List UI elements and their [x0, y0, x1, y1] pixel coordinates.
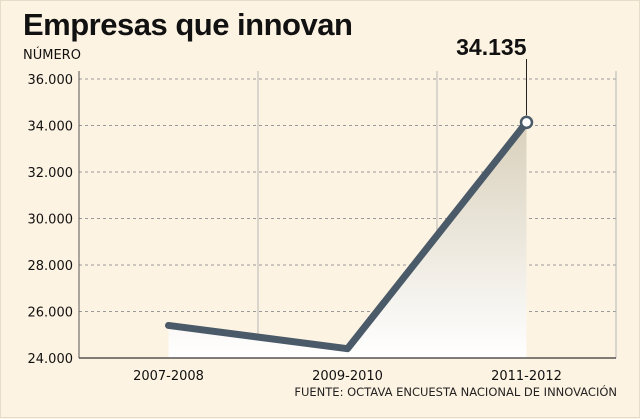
peak-value-label: 34.135 — [456, 34, 527, 60]
area-fill — [168, 122, 527, 358]
series-line — [165, 118, 530, 353]
source-note: FUENTE: OCTAVA ENCUESTA NACIONAL DE INNO… — [294, 385, 617, 399]
y-tick-label: 36.000 — [28, 73, 74, 88]
x-tick-label: 2009-2010 — [312, 369, 383, 384]
y-axis-label: NÚMERO — [23, 48, 81, 63]
y-tick-label: 28.000 — [28, 259, 74, 274]
peak-point-marker — [519, 115, 534, 130]
y-tick-label: 34.000 — [28, 120, 74, 135]
x-tick-label: 2011-2012 — [491, 369, 562, 384]
x-tick-label: 2007-2008 — [133, 369, 204, 384]
y-tick-label: 26.000 — [28, 306, 74, 321]
chart-title: Empresas que innovan — [23, 7, 353, 42]
y-tick-label: 24.000 — [28, 352, 74, 367]
y-tick-label: 32.000 — [28, 166, 74, 181]
y-tick-label: 30.000 — [28, 213, 74, 228]
